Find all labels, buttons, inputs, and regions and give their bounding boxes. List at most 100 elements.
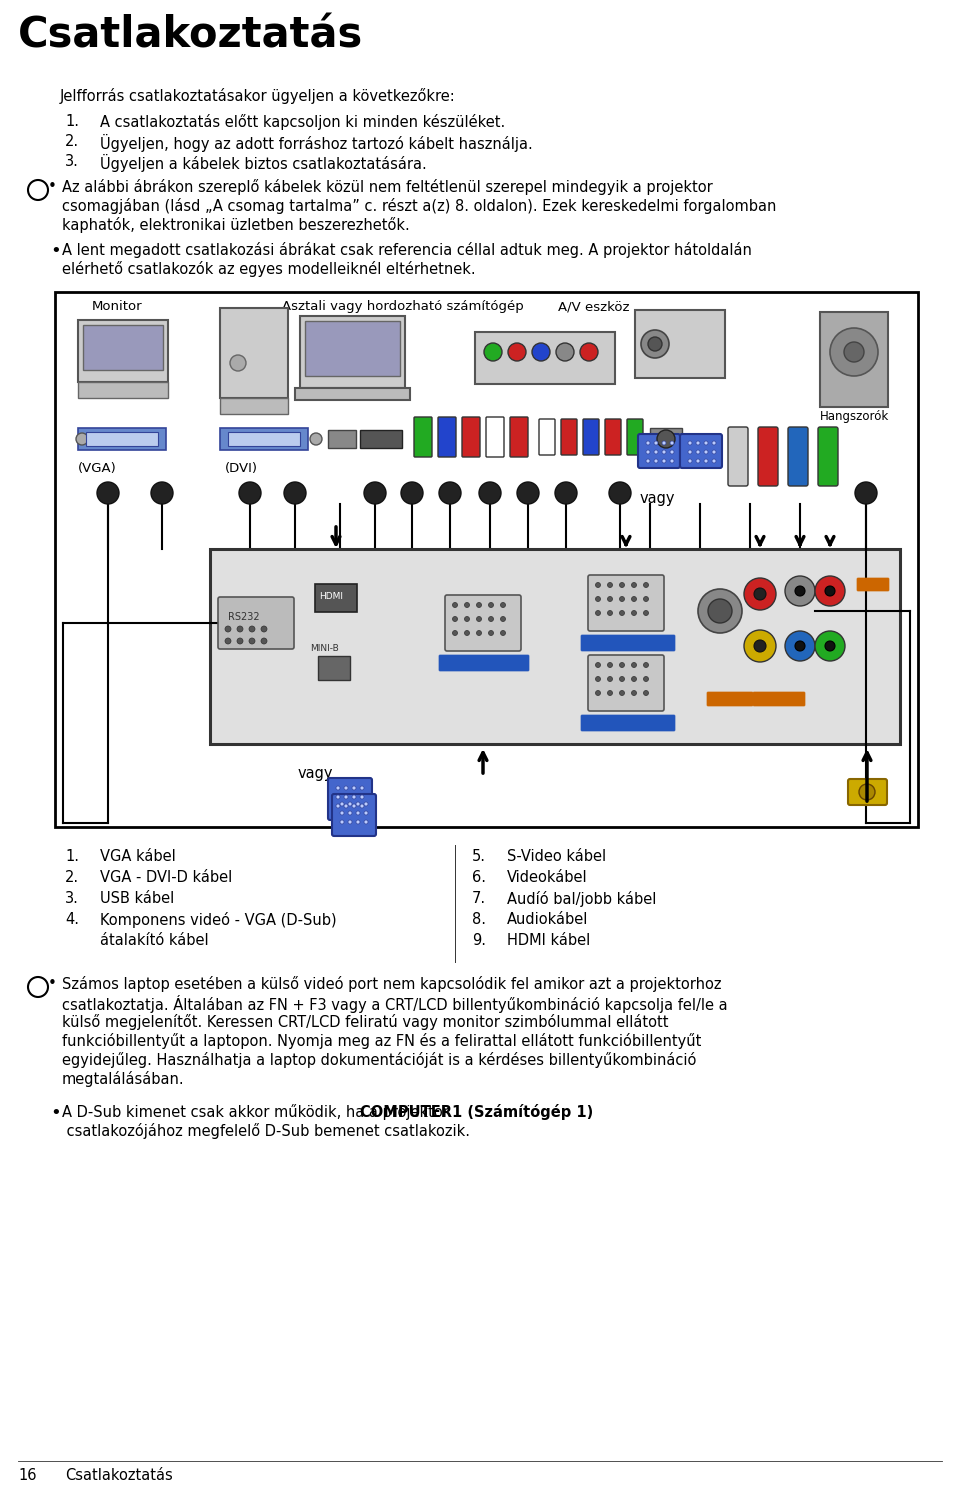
Circle shape (284, 483, 306, 504)
Circle shape (608, 597, 612, 601)
Text: 5: 5 (525, 486, 531, 496)
Text: 3.: 3. (65, 890, 79, 905)
Circle shape (479, 483, 501, 504)
Circle shape (785, 576, 815, 606)
Circle shape (670, 450, 674, 454)
Text: A D-Sub kimenet csak akkor működik, ha a projektor: A D-Sub kimenet csak akkor működik, ha a… (62, 1103, 453, 1120)
Text: HDMI kábel: HDMI kábel (507, 932, 590, 947)
Text: COMPUTER IN-2: COMPUTER IN-2 (585, 717, 649, 726)
FancyBboxPatch shape (486, 417, 504, 457)
FancyBboxPatch shape (605, 420, 621, 456)
Text: 1: 1 (105, 486, 111, 496)
FancyBboxPatch shape (707, 693, 753, 706)
Text: 2: 2 (158, 486, 165, 496)
FancyBboxPatch shape (581, 715, 675, 732)
Circle shape (643, 610, 649, 616)
FancyBboxPatch shape (439, 655, 529, 672)
FancyBboxPatch shape (210, 549, 900, 744)
Circle shape (340, 820, 344, 824)
Text: 8.: 8. (472, 911, 486, 926)
Text: csomagjában (lásd „A csomag tartalma” c. részt a(z) 8. oldalon). Ezek kereskedel: csomagjában (lásd „A csomag tartalma” c.… (62, 198, 777, 214)
Circle shape (662, 441, 666, 445)
Text: 5.: 5. (472, 848, 486, 863)
Circle shape (465, 631, 469, 636)
Text: AUDIO IN: AUDIO IN (756, 694, 789, 700)
Circle shape (712, 459, 716, 463)
Circle shape (708, 600, 732, 624)
Text: 4.: 4. (65, 911, 79, 926)
FancyBboxPatch shape (300, 316, 405, 388)
Text: 7.: 7. (472, 890, 486, 905)
Circle shape (670, 441, 674, 445)
Text: 7: 7 (487, 486, 493, 496)
FancyBboxPatch shape (758, 427, 778, 486)
FancyBboxPatch shape (86, 432, 158, 447)
Text: 2.: 2. (65, 133, 79, 148)
FancyBboxPatch shape (218, 597, 294, 649)
Text: A lent megadott csatlakozási ábrákat csak referencia céllal adtuk meg. A projekt: A lent megadott csatlakozási ábrákat csa… (62, 241, 752, 258)
FancyBboxPatch shape (78, 319, 168, 382)
Circle shape (344, 785, 348, 790)
Text: MONITOR-OUT: MONITOR-OUT (443, 657, 501, 666)
FancyBboxPatch shape (539, 420, 555, 456)
Text: elérhető csatlakozók az egyes modelleiknél eltérhetnek.: elérhető csatlakozók az egyes modelleikn… (62, 261, 475, 277)
Circle shape (348, 820, 352, 824)
Circle shape (704, 459, 708, 463)
Text: Asztali vagy hordozható számítógép: Asztali vagy hordozható számítógép (282, 300, 524, 313)
Circle shape (360, 785, 364, 790)
Text: VGA - DVI-D kábel: VGA - DVI-D kábel (100, 869, 232, 884)
Circle shape (632, 597, 636, 601)
Circle shape (595, 597, 601, 601)
Text: Számos laptop esetében a külső videó port nem kapcsolódik fel amikor azt a proje: Számos laptop esetében a külső videó por… (62, 976, 722, 992)
FancyBboxPatch shape (55, 292, 918, 827)
Circle shape (344, 803, 348, 808)
Circle shape (360, 794, 364, 799)
Circle shape (476, 631, 482, 636)
Circle shape (595, 691, 601, 696)
Circle shape (646, 459, 650, 463)
Circle shape (825, 586, 835, 597)
FancyBboxPatch shape (635, 310, 725, 378)
Circle shape (619, 691, 625, 696)
Circle shape (632, 691, 636, 696)
FancyBboxPatch shape (728, 427, 748, 486)
Circle shape (608, 610, 612, 616)
Circle shape (364, 802, 368, 806)
FancyBboxPatch shape (588, 655, 664, 711)
Circle shape (654, 459, 658, 463)
Text: OUT: OUT (860, 580, 876, 586)
Circle shape (401, 483, 423, 504)
Text: Ügyeljen a kábelek biztos csatlakoztatására.: Ügyeljen a kábelek biztos csatlakoztatás… (100, 154, 427, 172)
Circle shape (225, 627, 231, 633)
Circle shape (704, 450, 708, 454)
FancyBboxPatch shape (788, 427, 808, 486)
Text: 6: 6 (563, 486, 569, 496)
Circle shape (662, 450, 666, 454)
Circle shape (662, 459, 666, 463)
Circle shape (712, 450, 716, 454)
Circle shape (249, 627, 255, 633)
Circle shape (646, 450, 650, 454)
Circle shape (364, 811, 368, 815)
Circle shape (844, 342, 864, 361)
Circle shape (261, 627, 267, 633)
FancyBboxPatch shape (581, 636, 675, 651)
Circle shape (712, 441, 716, 445)
Circle shape (815, 576, 845, 606)
FancyBboxPatch shape (650, 429, 682, 450)
Text: VIDEO: VIDEO (710, 694, 733, 700)
Text: funkcióbillentyűt a laptopon. Nyomja meg az FN és a felirattal ellátott funkciób: funkcióbillentyűt a laptopon. Nyomja meg… (62, 1033, 702, 1049)
Text: 2.: 2. (65, 869, 79, 884)
Circle shape (632, 663, 636, 667)
Circle shape (704, 441, 708, 445)
Text: vagy: vagy (640, 492, 676, 507)
Circle shape (439, 483, 461, 504)
Text: csatlakoztatja. Általában az FN + F3 vagy a CRT/LCD billentyűkombináció kapcsolj: csatlakoztatja. Általában az FN + F3 vag… (62, 995, 728, 1013)
Circle shape (452, 631, 458, 636)
FancyBboxPatch shape (220, 399, 288, 414)
Circle shape (643, 583, 649, 588)
Circle shape (336, 794, 340, 799)
Text: HDMI: HDMI (319, 592, 343, 601)
Circle shape (696, 459, 700, 463)
Text: 8: 8 (372, 486, 378, 496)
